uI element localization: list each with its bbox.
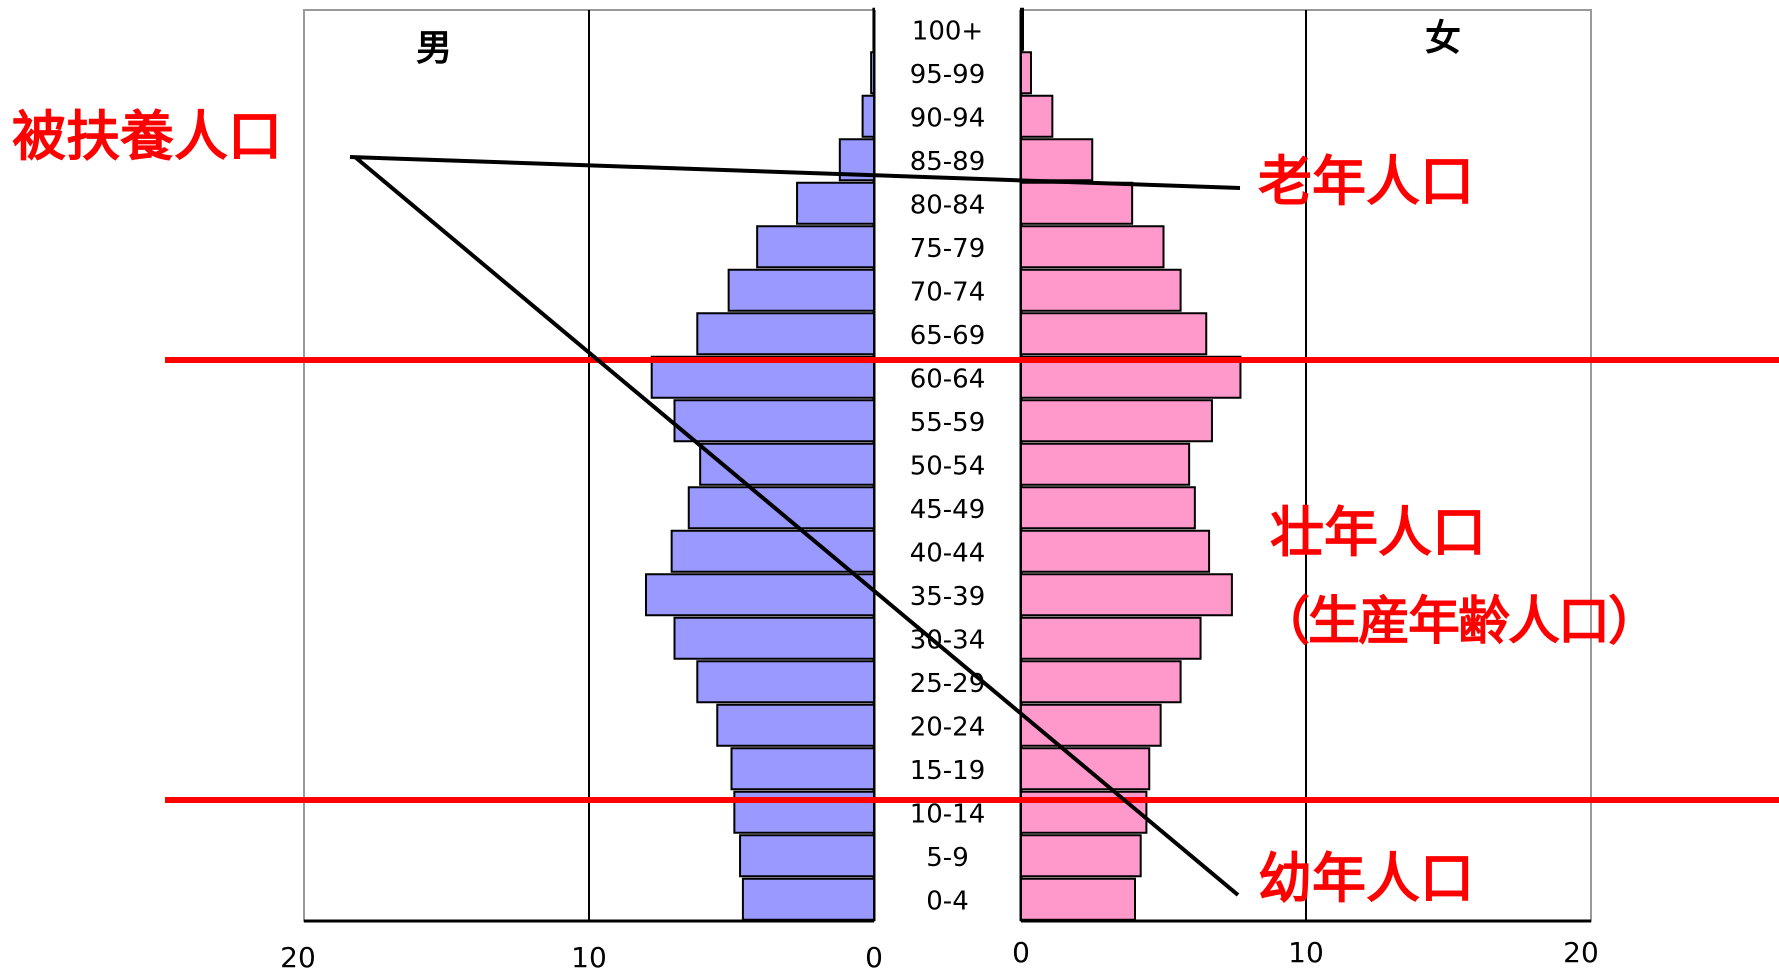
male-bar-65-69 xyxy=(696,312,875,356)
age-label-100+: 100+ xyxy=(912,16,983,46)
female-bars xyxy=(1020,7,1242,921)
male-label: 男 xyxy=(416,28,452,69)
age-label-35-39: 35-39 xyxy=(910,582,986,612)
youth-pointer-line xyxy=(353,155,1240,897)
male-bar-90-94 xyxy=(861,94,875,138)
male-bar-80-84 xyxy=(796,181,875,225)
male-bar-45-49 xyxy=(687,486,875,530)
female-bar-90-94 xyxy=(1020,94,1054,138)
age-label-60-64: 60-64 xyxy=(910,364,986,394)
male-bar-95-99 xyxy=(870,51,876,95)
working-population-label: 壮年人口 xyxy=(1270,501,1486,564)
female-bar-80-84 xyxy=(1020,181,1134,225)
male-bar-75-79 xyxy=(756,225,876,269)
x-tick-left-0: 0 xyxy=(865,941,883,974)
female-bar-65-69 xyxy=(1020,312,1208,356)
female-bar-100+ xyxy=(1020,7,1024,51)
female-bar-35-39 xyxy=(1020,573,1233,617)
female-bar-95-99 xyxy=(1020,51,1032,95)
age-label-40-44: 40-44 xyxy=(910,538,986,568)
age-label-90-94: 90-94 xyxy=(910,103,986,133)
age-label-5-9: 5-9 xyxy=(926,843,968,873)
age-label-70-74: 70-74 xyxy=(910,277,986,307)
female-bar-85-89 xyxy=(1020,138,1094,182)
x-tick-right-10: 10 xyxy=(1288,936,1324,969)
age-label-50-54: 50-54 xyxy=(910,451,986,481)
female-bar-75-79 xyxy=(1020,225,1165,269)
male-bar-30-34 xyxy=(673,616,875,660)
female-bar-45-49 xyxy=(1020,486,1196,530)
female-bar-60-64 xyxy=(1020,355,1242,399)
male-bar-70-74 xyxy=(727,268,876,312)
age-label-85-89: 85-89 xyxy=(910,147,986,177)
female-bar-5-9 xyxy=(1020,834,1142,878)
age-label-95-99: 95-99 xyxy=(910,60,986,90)
male-bar-25-29 xyxy=(696,660,875,704)
female-bar-40-44 xyxy=(1020,529,1211,573)
male-bar-0-4 xyxy=(741,877,876,921)
x-tick-left-20: 20 xyxy=(280,941,316,974)
age-label-15-19: 15-19 xyxy=(910,756,986,786)
age-label-45-49: 45-49 xyxy=(910,495,986,525)
male-bar-50-54 xyxy=(699,442,876,486)
male-bars xyxy=(645,7,876,921)
male-bar-55-59 xyxy=(673,399,875,443)
male-bar-20-24 xyxy=(716,703,875,747)
age-label-10-14: 10-14 xyxy=(910,799,986,829)
youth-population-label: 幼年人口 xyxy=(1258,847,1474,910)
age-label-80-84: 80-84 xyxy=(910,190,986,220)
age-label-20-24: 20-24 xyxy=(910,712,986,742)
age-label-55-59: 55-59 xyxy=(910,408,986,438)
female-bar-70-74 xyxy=(1020,268,1182,312)
age-label-65-69: 65-69 xyxy=(910,321,986,351)
female-bar-55-59 xyxy=(1020,399,1213,443)
male-bar-35-39 xyxy=(645,573,875,617)
female-bar-30-34 xyxy=(1020,616,1202,660)
male-bar-15-19 xyxy=(730,747,875,791)
elderly-pointer-line xyxy=(349,155,1241,190)
working-population-sublabel: （生産年齢人口） xyxy=(1258,592,1660,652)
age-labels: 0-45-910-1415-1920-2425-2930-3435-3940-4… xyxy=(910,16,986,916)
age-label-0-4: 0-4 xyxy=(926,886,968,916)
x-tick-right-0: 0 xyxy=(1012,936,1030,969)
elderly-population-label: 老年人口 xyxy=(1258,150,1474,213)
male-bar-5-9 xyxy=(739,834,875,878)
x-tick-left-10: 10 xyxy=(571,941,607,974)
female-bar-20-24 xyxy=(1020,703,1162,747)
female-bar-25-29 xyxy=(1020,660,1182,704)
dependent-population-label: 被扶養人口 xyxy=(12,105,282,168)
x-tick-right-20: 20 xyxy=(1563,936,1599,969)
age-label-75-79: 75-79 xyxy=(910,234,986,264)
male-bar-60-64 xyxy=(650,355,876,399)
female-bar-0-4 xyxy=(1020,877,1136,921)
female-bar-50-54 xyxy=(1020,442,1191,486)
female-label: 女 xyxy=(1425,18,1461,59)
male-bar-100+ xyxy=(872,7,875,51)
